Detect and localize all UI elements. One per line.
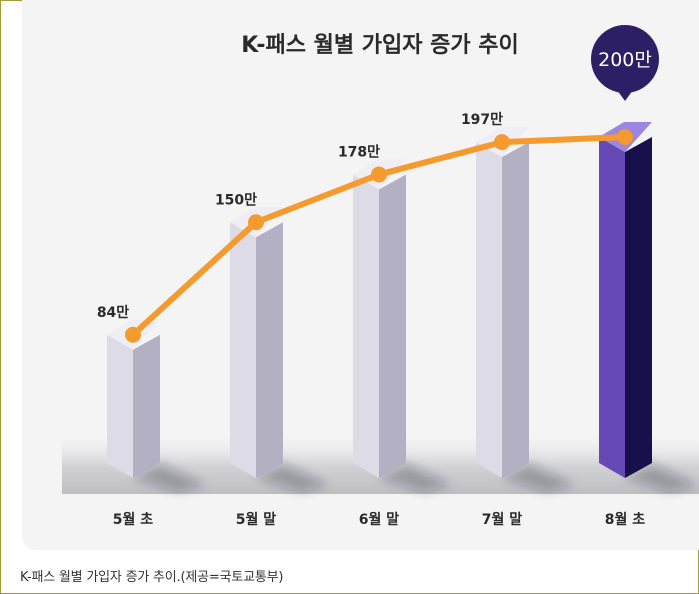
bar-front-face [230,222,256,478]
caption: K-패스 월별 가입자 증가 추이.(제공=국토교통부) [20,570,284,585]
x-tick-label: 6월 말 [359,511,399,528]
x-tick-label: 8월 초 [605,511,645,528]
bar-side-face [625,137,652,478]
data-label: 200만 [598,49,652,71]
bar-0 [107,319,205,492]
trend-marker [371,166,387,183]
bar-front-face [107,334,133,478]
value-bubble-pointer [617,90,633,101]
trend-marker [494,134,510,151]
bar-side-face [133,334,160,478]
x-tick-label: 7월 말 [482,511,522,528]
data-label: 197만 [461,112,503,128]
bar-front-face [353,174,379,478]
value-bubble [591,25,659,93]
bar-shadow [256,463,328,492]
data-label: 84만 [97,305,129,321]
bar-shadow [502,463,574,492]
bar-shadow [625,463,697,492]
trend-marker [617,129,633,145]
x-tick-label: 5월 초 [113,511,153,528]
bar-chart: K-패스 월별 가입자 증가 추이 84만 150만 178만 197만 200만 5월… [62,25,699,528]
data-label: 150만 [215,192,257,208]
bar-side-face [256,222,283,478]
bar-4 [599,122,697,492]
bar-side-face [379,174,406,478]
trend-marker [248,214,264,231]
data-label: 178만 [338,145,380,161]
trend-marker [125,326,141,343]
bar-side-face [502,142,529,479]
bar-front-face [476,142,502,479]
x-tick-label: 5월 말 [236,511,276,528]
bar-shadow [133,463,205,492]
chart-title: K-패스 월별 가입자 증가 추이 [241,33,519,58]
bar-shadow [379,463,451,492]
bar-front-face [599,137,625,478]
